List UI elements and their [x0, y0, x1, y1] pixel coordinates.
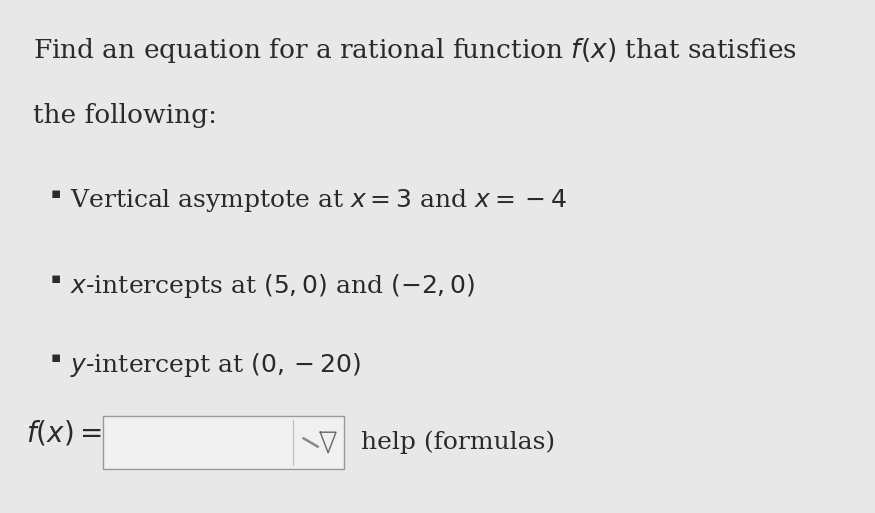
Text: $y$-intercept at $(0, -20)$: $y$-intercept at $(0, -20)$ [70, 351, 361, 380]
Text: the following:: the following: [33, 103, 217, 128]
Text: ▪: ▪ [51, 351, 61, 365]
Text: Find an equation for a rational function $f(x)$ that satisfies: Find an equation for a rational function… [33, 36, 797, 65]
Text: ▪: ▪ [51, 272, 61, 286]
Text: ▪: ▪ [51, 187, 61, 201]
Text: $f(x) =$: $f(x) =$ [26, 419, 102, 448]
Text: help (formulas): help (formulas) [361, 430, 556, 454]
Text: $x$-intercepts at $(5, 0)$ and $(-2, 0)$: $x$-intercepts at $(5, 0)$ and $(-2, 0)$ [70, 272, 475, 300]
FancyBboxPatch shape [103, 416, 344, 469]
Text: Vertical asymptote at $x = 3$ and $x = -4$: Vertical asymptote at $x = 3$ and $x = -… [70, 187, 567, 214]
